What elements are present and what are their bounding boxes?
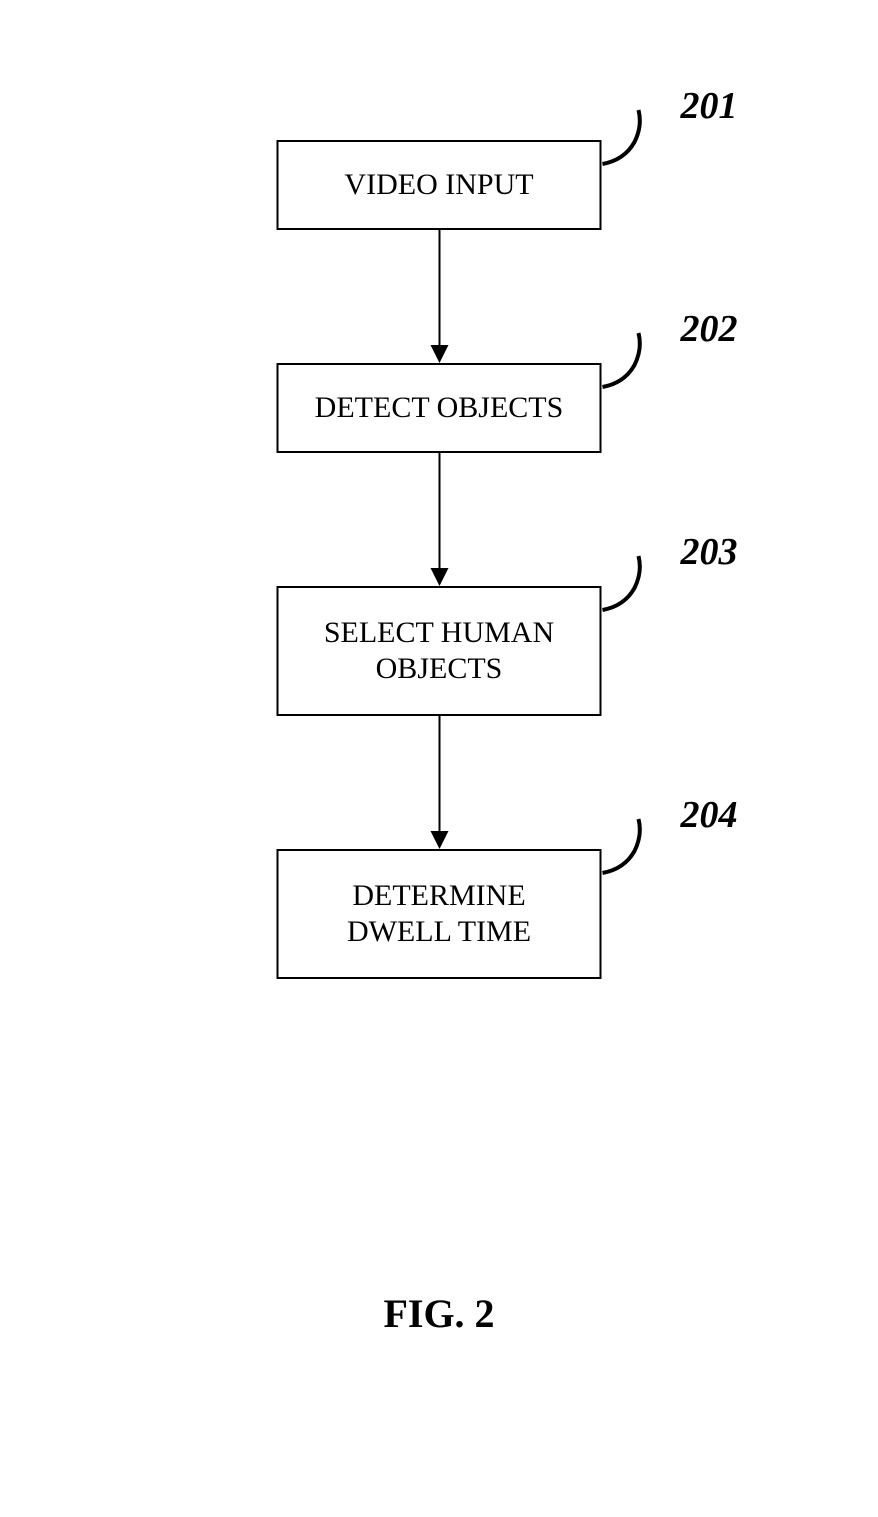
arrow-line: [438, 453, 440, 568]
box-label: VIDEO INPUT: [344, 167, 533, 203]
flow-box-video-input: VIDEO INPUT 201: [277, 140, 602, 230]
callout-curve: [595, 102, 665, 172]
arrow-head-icon: [430, 568, 448, 586]
callout-curve: [595, 325, 665, 395]
callout-curve: [595, 811, 665, 881]
flow-box-determine-dwell-time: DETERMINE DWELL TIME 204: [277, 849, 602, 979]
arrow-head-icon: [430, 831, 448, 849]
ref-label: 203: [681, 530, 738, 576]
ref-label: 204: [681, 793, 738, 839]
flow-arrow: [430, 230, 448, 363]
box-label: SELECT HUMAN OBJECTS: [324, 615, 554, 687]
box-label: DETECT OBJECTS: [315, 390, 564, 426]
callout-curve: [595, 548, 665, 618]
arrow-line: [438, 716, 440, 831]
figure-caption: FIG. 2: [383, 1290, 494, 1337]
ref-label: 202: [681, 307, 738, 353]
flow-box-select-human-objects: SELECT HUMAN OBJECTS 203: [277, 586, 602, 716]
flow-arrow: [430, 716, 448, 849]
flow-arrow: [430, 453, 448, 586]
arrow-line: [438, 230, 440, 345]
arrow-head-icon: [430, 345, 448, 363]
box-label: DETERMINE DWELL TIME: [347, 878, 531, 950]
flow-box-detect-objects: DETECT OBJECTS 202: [277, 363, 602, 453]
flowchart-container: VIDEO INPUT 201 DETECT OBJECTS 202 SELEC…: [277, 140, 602, 979]
ref-label: 201: [681, 84, 738, 130]
